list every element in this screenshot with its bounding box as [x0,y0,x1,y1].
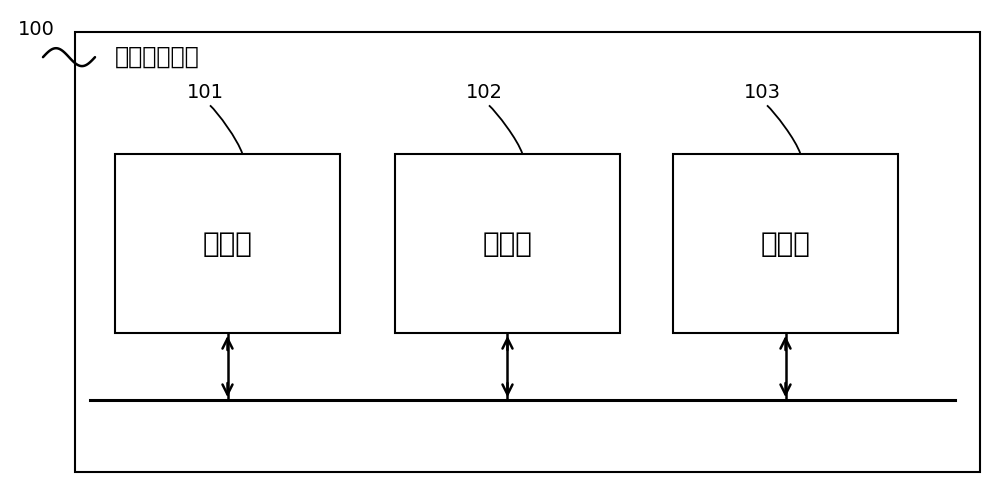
Text: 处理器: 处理器 [483,230,532,257]
Text: 100: 100 [18,20,55,39]
Text: 102: 102 [466,83,503,102]
Bar [673,154,898,333]
Text: 存储器: 存储器 [761,230,810,257]
Bar [395,154,620,333]
Text: 收发器: 收发器 [203,230,252,257]
Text: 接收网络设备: 接收网络设备 [115,45,200,69]
Text: 101: 101 [186,83,224,102]
Bar [115,154,340,333]
Text: 103: 103 [744,83,780,102]
Bar [75,32,980,472]
